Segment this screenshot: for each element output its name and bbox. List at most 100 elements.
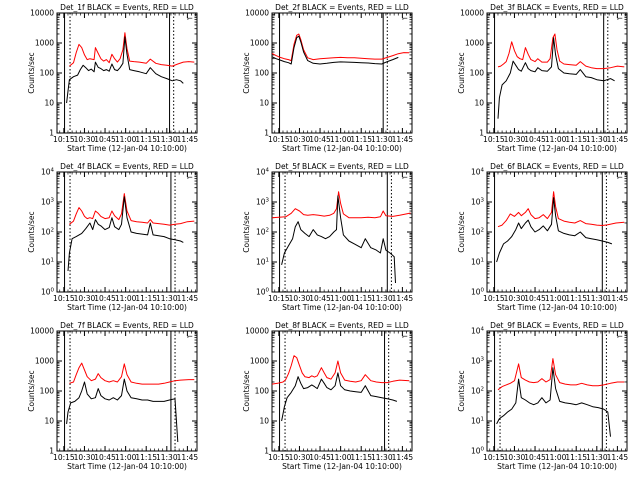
- panel-title: Det_7f BLACK = Events, RED = LLD: [60, 321, 194, 330]
- legend-marker-icon: ⌐: [617, 14, 623, 23]
- x-tick-label: 11:30: [371, 453, 393, 462]
- y-axis-label: Counts/sec: [242, 52, 251, 93]
- x-tick-label: 11:00: [330, 135, 352, 144]
- plot-frame: [271, 330, 413, 452]
- events-series-line: [281, 372, 398, 422]
- x-tick-label: 11:00: [115, 294, 137, 303]
- legend-marker-icon: ⌐: [187, 173, 193, 182]
- x-tick-label: 10:30: [289, 453, 311, 462]
- x-axis-label: Start Time (12-Jan-04 10:10:00): [282, 462, 402, 471]
- lld-series-line: [497, 33, 625, 70]
- y-tick-label: 100: [40, 69, 55, 78]
- x-tick-label: 10:45: [524, 453, 546, 462]
- events-series-line: [281, 195, 396, 284]
- y-tick-label: 10: [474, 99, 484, 108]
- x-tick-label: 10:45: [309, 453, 331, 462]
- plot-area: [494, 331, 625, 451]
- events-series-line: [272, 35, 399, 65]
- x-tick-label: 11:45: [392, 135, 414, 144]
- y-tick-label: 100: [471, 288, 485, 297]
- x-axis-label: Start Time (12-Jan-04 10:10:00): [497, 462, 617, 471]
- y-tick-label: 10000: [30, 327, 54, 336]
- y-tick-label: 103: [41, 198, 55, 207]
- lld-series-line: [272, 33, 410, 62]
- plot-area: [272, 172, 411, 292]
- x-tick-label: 10:30: [74, 453, 96, 462]
- x-tick-label: 11:15: [350, 294, 372, 303]
- x-tick-label: 10:30: [504, 135, 526, 144]
- x-tick-label: 11:00: [115, 135, 137, 144]
- x-axis-label: Start Time (12-Jan-04 10:10:00): [67, 144, 187, 153]
- x-tick-label: 11:45: [392, 453, 414, 462]
- plot-frame: [56, 171, 198, 293]
- x-axis-label: Start Time (12-Jan-04 10:10:00): [282, 144, 402, 153]
- x-axis-label: Start Time (12-Jan-04 10:10:00): [497, 303, 617, 312]
- x-tick-label: 10:15: [268, 453, 290, 462]
- y-tick-label: 1: [479, 129, 484, 138]
- y-tick-label: 10000: [30, 9, 54, 18]
- y-tick-label: 100: [470, 69, 485, 78]
- x-tick-label: 10:30: [504, 294, 526, 303]
- x-tick-label: 11:30: [156, 294, 178, 303]
- y-tick-label: 10: [259, 417, 269, 426]
- y-tick-label: 100: [41, 288, 55, 297]
- x-tick-label: 11:00: [115, 453, 137, 462]
- lld-series-line: [497, 358, 625, 391]
- y-tick-label: 104: [256, 168, 270, 177]
- legend-marker-icon: ⌐: [402, 173, 408, 182]
- x-tick-label: 10:45: [94, 135, 116, 144]
- legend-marker-icon: ⌐: [617, 173, 623, 182]
- plot-area: [494, 13, 625, 133]
- y-tick-label: 103: [471, 198, 485, 207]
- detector-panel: Det_7f BLACK = Events, RED = LLD 1 10 100 10…: [27, 321, 198, 471]
- x-tick-label: 11:15: [135, 453, 157, 462]
- legend-marker-icon: ⌐: [187, 332, 193, 341]
- x-tick-label: 10:15: [53, 294, 75, 303]
- events-series-line: [66, 36, 184, 104]
- y-tick-label: 1000: [35, 357, 54, 366]
- x-tick-label: 11:45: [177, 453, 199, 462]
- y-tick-label: 104: [471, 168, 485, 177]
- x-tick-label: 10:15: [268, 135, 290, 144]
- x-axis-label: Start Time (12-Jan-04 10:10:00): [67, 462, 187, 471]
- y-tick-label: 1000: [250, 357, 269, 366]
- x-tick-label: 10:30: [74, 135, 96, 144]
- x-tick-label: 10:15: [483, 294, 505, 303]
- x-tick-label: 10:45: [94, 453, 116, 462]
- panel-title: Det_2f BLACK = Events, RED = LLD: [275, 3, 409, 12]
- x-tick-label: 11:30: [586, 294, 608, 303]
- y-tick-label: 1000: [35, 39, 54, 48]
- x-tick-label: 10:15: [53, 453, 75, 462]
- y-tick-label: 10: [44, 417, 54, 426]
- plot-frame: [486, 12, 628, 134]
- y-tick-label: 104: [471, 327, 485, 336]
- y-tick-label: 10000: [245, 9, 269, 18]
- events-series-line: [496, 367, 611, 437]
- y-tick-label: 101: [471, 258, 484, 267]
- lld-series-line: [497, 191, 625, 228]
- y-tick-label: 101: [471, 417, 484, 426]
- x-tick-label: 11:00: [330, 453, 352, 462]
- x-tick-label: 10:45: [94, 294, 116, 303]
- x-tick-label: 11:45: [392, 294, 414, 303]
- y-axis-label: Counts/sec: [457, 211, 466, 252]
- y-axis-label: Counts/sec: [242, 370, 251, 411]
- detector-panel: Det_1f BLACK = Events, RED = LLD 1 10 100 10…: [27, 3, 198, 153]
- events-series-line: [496, 197, 613, 263]
- y-tick-label: 100: [471, 447, 485, 456]
- x-tick-label: 11:45: [607, 453, 629, 462]
- x-tick-label: 11:15: [350, 453, 372, 462]
- x-tick-label: 11:30: [371, 294, 393, 303]
- x-tick-label: 11:45: [177, 135, 199, 144]
- x-tick-label: 10:45: [309, 135, 331, 144]
- x-tick-label: 11:45: [607, 135, 629, 144]
- x-tick-label: 10:45: [524, 135, 546, 144]
- y-tick-label: 1: [264, 447, 269, 456]
- x-tick-label: 10:30: [504, 453, 526, 462]
- y-tick-label: 1000: [465, 39, 484, 48]
- events-series-line: [497, 37, 615, 119]
- x-tick-label: 11:30: [156, 135, 178, 144]
- lld-series-line: [69, 32, 195, 67]
- detector-panel: Det_4f BLACK = Events, RED = LLD 100 101 10…: [27, 162, 198, 312]
